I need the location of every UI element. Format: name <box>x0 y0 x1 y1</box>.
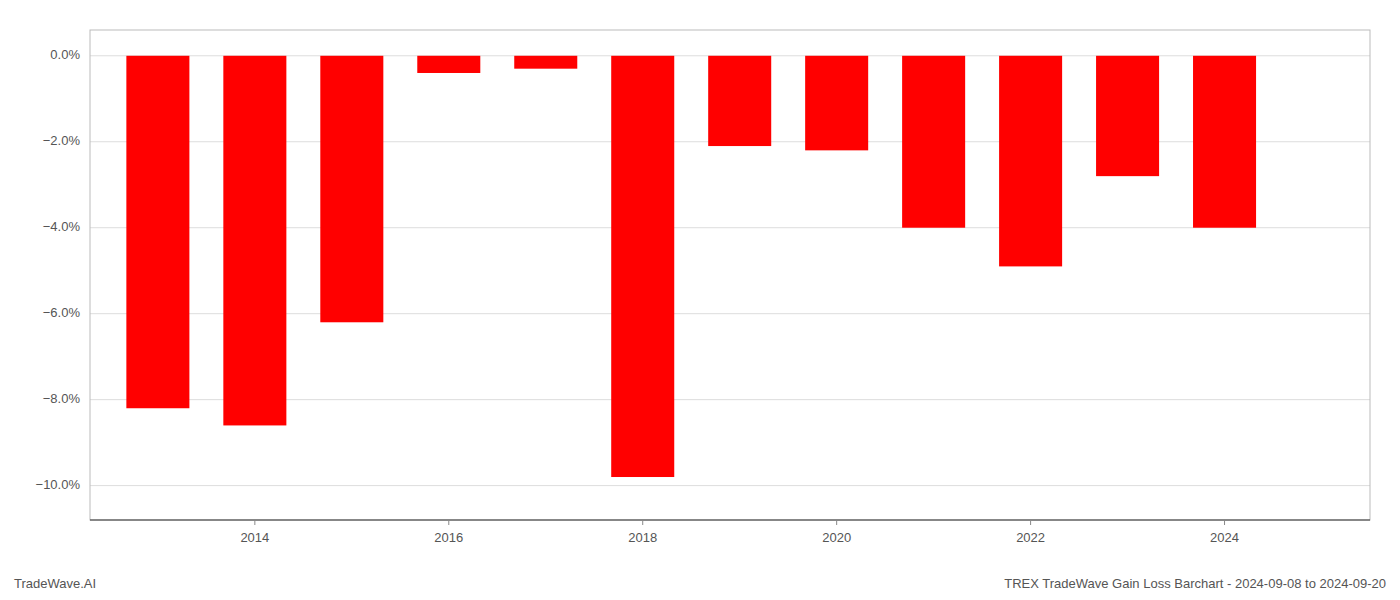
plot-frame <box>90 30 1370 520</box>
bar <box>902 56 965 228</box>
x-axis-line <box>90 519 1370 520</box>
chart-svg: 0.0%−2.0%−4.0%−6.0%−8.0%−10.0%2014201620… <box>0 0 1400 600</box>
bar <box>514 56 577 69</box>
y-tick-label: 0.0% <box>50 47 80 62</box>
y-tick-label: −2.0% <box>43 133 81 148</box>
x-tick <box>448 520 449 525</box>
chart-container: 0.0%−2.0%−4.0%−6.0%−8.0%−10.0%2014201620… <box>0 0 1400 600</box>
y-tick-label: −10.0% <box>36 477 81 492</box>
x-tick-label: 2020 <box>822 530 851 545</box>
x-tick-label: 2016 <box>434 530 463 545</box>
x-tick <box>1224 520 1225 525</box>
x-tick <box>836 520 837 525</box>
x-tick <box>642 520 643 525</box>
bar <box>708 56 771 146</box>
bar <box>999 56 1062 267</box>
footer-annotation: TradeWave.AI <box>14 576 96 591</box>
bar <box>1193 56 1256 228</box>
x-tick <box>1030 520 1031 525</box>
bar <box>611 56 674 477</box>
chart-title: TREX TradeWave Gain Loss Barchart - 2024… <box>1004 576 1386 591</box>
y-tick-label: −8.0% <box>43 391 81 406</box>
bar <box>417 56 480 73</box>
x-tick-label: 2014 <box>240 530 269 545</box>
bar <box>805 56 868 151</box>
bar <box>320 56 383 322</box>
x-tick-label: 2022 <box>1016 530 1045 545</box>
x-ticks: 2014 2016 2018 2020 2022 2024 <box>240 520 1239 545</box>
bar <box>223 56 286 426</box>
bar <box>1096 56 1159 176</box>
y-tick-labels: 0.0% −2.0% −4.0% −6.0% −8.0% −10.0% <box>36 47 81 492</box>
y-tick-label: −6.0% <box>43 305 81 320</box>
y-tick-label: −4.0% <box>43 219 81 234</box>
bar <box>126 56 189 408</box>
x-tick <box>254 520 255 525</box>
grid-line <box>90 485 1370 486</box>
y-grid <box>90 56 1370 486</box>
bars <box>126 56 1256 477</box>
x-tick-label: 2018 <box>628 530 657 545</box>
x-tick-label: 2024 <box>1210 530 1239 545</box>
